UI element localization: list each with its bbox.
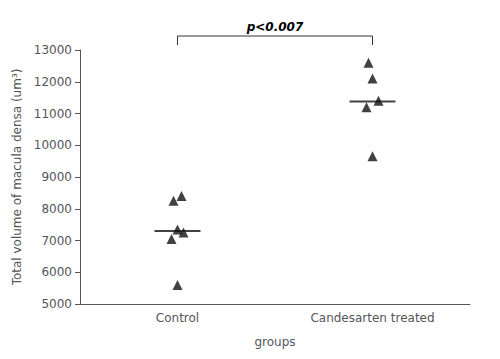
svg-text:p<0.007: p<0.007	[246, 20, 304, 34]
svg-text:11000: 11000	[34, 107, 72, 121]
svg-text:7000: 7000	[41, 234, 72, 248]
svg-text:12000: 12000	[34, 75, 72, 89]
svg-text:groups: groups	[254, 335, 295, 349]
svg-text:Candesarten treated: Candesarten treated	[310, 311, 434, 325]
svg-text:Control: Control	[156, 311, 199, 325]
svg-text:10000: 10000	[34, 138, 72, 152]
svg-text:6000: 6000	[41, 265, 72, 279]
svg-text:13000: 13000	[34, 43, 72, 57]
svg-text:5000: 5000	[41, 297, 72, 311]
svg-text:8000: 8000	[41, 202, 72, 216]
svg-text:9000: 9000	[41, 170, 72, 184]
svg-text:Total volume of macula densa (: Total volume of macula densa (um³)	[10, 69, 24, 287]
